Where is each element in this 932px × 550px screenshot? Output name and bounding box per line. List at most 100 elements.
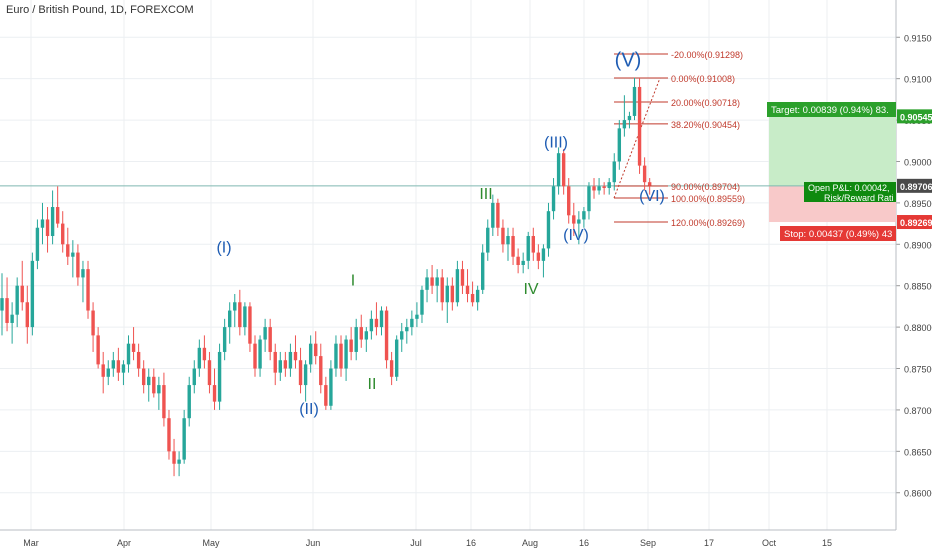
candle-body <box>319 356 323 386</box>
candle-body <box>293 351 298 361</box>
x-tick-label: Jun <box>306 538 321 548</box>
candle-body <box>405 327 409 332</box>
candle-body <box>20 285 24 303</box>
candle-body <box>546 211 551 249</box>
candle-body <box>263 327 267 340</box>
candle-body <box>374 318 379 328</box>
candle-body <box>91 310 95 336</box>
candle-body <box>481 252 485 290</box>
x-tick-label: Aug <box>522 538 538 548</box>
candle-body <box>238 302 242 328</box>
candle-body <box>475 289 480 303</box>
current-price-tag-box <box>897 178 932 193</box>
candle-body <box>567 186 571 216</box>
fib-label: 0.00%(0.91008) <box>671 74 735 84</box>
risk-reward-label: Risk/Reward Rati <box>824 193 894 203</box>
candle-body <box>5 298 9 323</box>
candle-body <box>177 459 181 464</box>
candle-body <box>435 277 439 286</box>
candle-body <box>86 269 90 311</box>
fib-trend-line <box>613 77 661 199</box>
candle-body <box>364 331 369 340</box>
candle-body <box>450 285 455 303</box>
candle-body <box>228 310 232 328</box>
candle-body <box>637 86 642 166</box>
candle-body <box>217 351 222 402</box>
candle-body <box>582 211 586 220</box>
candle-body <box>577 219 581 224</box>
candle-body <box>55 207 60 224</box>
candle-body <box>496 202 500 228</box>
fib-label: 90.00%(0.89704) <box>671 182 740 192</box>
candle-body <box>511 236 515 257</box>
wave-label: (I) <box>216 240 231 257</box>
x-tick-label: Oct <box>762 538 777 548</box>
candle-body <box>516 256 520 265</box>
x-tick-label: Sep <box>640 538 656 548</box>
fib-label: 20.00%(0.90718) <box>671 98 740 108</box>
candle-body <box>212 385 217 402</box>
candle-body <box>389 360 394 377</box>
candle-body <box>425 277 429 290</box>
candle-body <box>410 318 414 328</box>
wave-label: I <box>351 273 355 290</box>
candle-body <box>207 360 212 386</box>
candle-body <box>379 310 384 328</box>
y-tick-label: 0.86000 <box>904 489 932 499</box>
x-tick-label: Apr <box>117 538 131 548</box>
candle-body <box>303 364 308 386</box>
candle-body <box>460 269 465 286</box>
candle-body <box>202 347 207 361</box>
candle-body <box>572 215 576 224</box>
candle-body <box>587 186 591 212</box>
stop-label: Stop: 0.00437 (0.49%) 43 <box>784 229 892 240</box>
wave-label: III <box>479 186 492 203</box>
candle-body <box>126 343 131 365</box>
candle-body <box>197 347 202 369</box>
wave-label: (V) <box>615 49 642 71</box>
candle-body <box>465 285 470 294</box>
candle-body <box>25 302 29 328</box>
candle-body <box>430 277 434 286</box>
candle-body <box>172 451 176 464</box>
symbol-title: Euro / British Pound, 1D, FOREXCOM <box>6 4 194 16</box>
target-label-box <box>767 102 896 117</box>
candle-body <box>415 314 419 319</box>
candle-body <box>420 289 424 315</box>
candle-body <box>642 165 647 183</box>
candle-body <box>561 153 566 187</box>
candle-body <box>592 186 596 191</box>
candle-body <box>536 252 541 261</box>
candle-body <box>359 327 363 340</box>
candle-body <box>607 182 611 188</box>
candle-body <box>369 318 374 332</box>
candle-body <box>622 120 627 129</box>
candle-body <box>81 269 85 278</box>
candle-body <box>61 223 65 245</box>
candle-body <box>298 360 303 386</box>
candle-body <box>288 351 293 369</box>
fib-label: 38.20%(0.90454) <box>671 120 740 130</box>
candle-body <box>501 227 505 245</box>
candle-body <box>50 207 55 237</box>
candle-body <box>531 236 535 253</box>
candle-body <box>486 227 490 253</box>
candle-body <box>329 368 333 406</box>
candle-body <box>627 115 632 121</box>
candle-body <box>222 327 227 352</box>
candle-body <box>141 368 146 386</box>
candle-body <box>384 310 389 361</box>
candle-body <box>162 385 166 419</box>
fib-label: 100.00%(0.89559) <box>671 194 745 204</box>
x-tick-label: Jul <box>410 538 422 548</box>
x-tick-label: 15 <box>822 538 832 548</box>
